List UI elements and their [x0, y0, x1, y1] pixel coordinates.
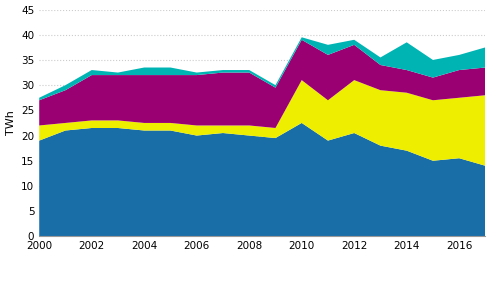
Legend: Fossiiliset polttoaineet, Uusiutuvat polttoaineet, Turve, Muut: Fossiiliset polttoaineet, Uusiutuvat pol…	[107, 302, 418, 303]
Y-axis label: TWh: TWh	[5, 111, 16, 135]
